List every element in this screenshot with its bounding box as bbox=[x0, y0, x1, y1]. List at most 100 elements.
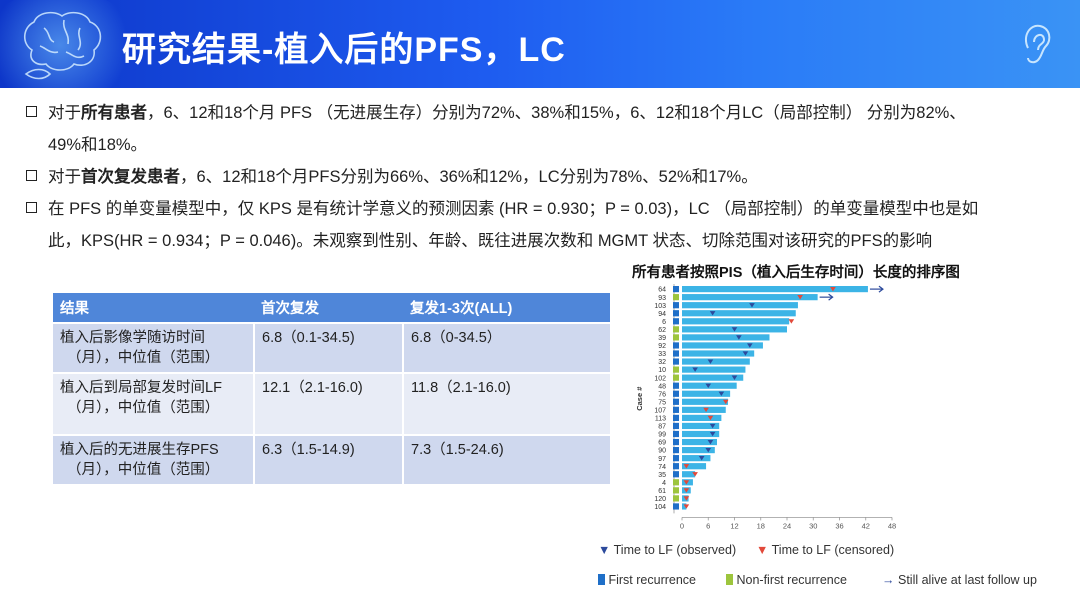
pis-bar bbox=[682, 430, 720, 438]
pis-bar bbox=[682, 422, 720, 430]
label-line: 植入后到局部复发时间LF bbox=[60, 380, 222, 396]
table-cell: 7.3（1.5-24.6) bbox=[402, 434, 610, 484]
recurrence-marker bbox=[673, 390, 679, 397]
y-tick-label: 99 bbox=[658, 432, 666, 439]
pis-bar bbox=[682, 366, 746, 373]
x-tick-label: 0 bbox=[680, 521, 684, 530]
lf-marker bbox=[707, 415, 714, 421]
recurrence-marker bbox=[673, 406, 679, 413]
label-line: （月），中位值（范围） bbox=[67, 350, 220, 366]
lf-marker bbox=[705, 448, 712, 453]
recurrence-marker bbox=[673, 382, 679, 389]
pis-bar bbox=[682, 302, 798, 309]
bullet-text: 对于 bbox=[48, 104, 81, 122]
alive-arrow-head bbox=[828, 293, 834, 301]
lf-marker bbox=[683, 504, 690, 509]
y-tick-label: 97 bbox=[658, 456, 666, 463]
pis-bar bbox=[682, 390, 731, 397]
bullet-text: 此，KPS(HR = 0.934；P = 0.046)。未观察到性别、年龄、既往… bbox=[48, 232, 933, 250]
y-tick-label: 75 bbox=[658, 399, 666, 406]
lf-marker bbox=[736, 335, 742, 340]
recurrence-marker bbox=[673, 463, 679, 470]
bullet-list: 对于所有患者，6、12和18个月 PFS （无进展生存）分别为72%、38%和1… bbox=[26, 97, 1066, 257]
table-cell: 11.8（2.1-16.0) bbox=[402, 372, 610, 435]
y-tick-label: 61 bbox=[658, 488, 666, 495]
x-tick-label: 12 bbox=[730, 521, 738, 530]
y-tick-label: 35 bbox=[658, 472, 666, 479]
pis-bar bbox=[682, 471, 696, 478]
lf-marker bbox=[705, 383, 712, 388]
y-tick-label: 6 bbox=[662, 319, 666, 326]
recurrence-marker bbox=[673, 479, 679, 486]
lf-marker bbox=[749, 303, 755, 308]
lf-marker bbox=[692, 472, 698, 477]
table-cell-label: 植入后到局部复发时间LF （月），中位值（范围） bbox=[53, 372, 254, 435]
label-line: 植入后影像学随访时间 bbox=[60, 330, 205, 346]
legend-label: Non-first recurrence bbox=[736, 573, 847, 587]
pis-bar bbox=[682, 374, 744, 381]
lf-marker bbox=[731, 327, 738, 332]
y-tick-label: 87 bbox=[658, 424, 666, 431]
pis-bar bbox=[682, 310, 796, 317]
triangle-down-icon: ▼ bbox=[756, 543, 769, 557]
lf-marker bbox=[718, 391, 725, 397]
pis-bar bbox=[682, 358, 750, 365]
table-cell: 6.8（0.1-34.5) bbox=[253, 322, 403, 373]
recurrence-marker bbox=[673, 398, 679, 405]
recurrence-marker bbox=[673, 455, 679, 462]
y-axis-label: Case # bbox=[635, 386, 644, 411]
lf-marker bbox=[683, 464, 690, 469]
green-square-icon bbox=[726, 574, 733, 585]
bullet-bold-text: 所有患者 bbox=[81, 104, 147, 122]
chart-title: 所有患者按照PIS（植入后生存时间）长度的排序图 bbox=[632, 265, 960, 281]
y-tick-label: 93 bbox=[658, 295, 666, 302]
table-cell: 6.8（0-34.5） bbox=[402, 322, 610, 373]
pis-bar bbox=[682, 286, 868, 293]
lf-marker bbox=[797, 295, 803, 300]
lf-marker bbox=[692, 367, 698, 372]
y-tick-label: 102 bbox=[654, 375, 666, 382]
recurrence-marker bbox=[673, 350, 679, 357]
bullet-text: ，6、12和18个月 PFS （无进展生存）分别为72%、38%和15%，6、1… bbox=[147, 104, 966, 122]
bullet-bold-text: 首次复发患者 bbox=[81, 168, 180, 186]
lf-marker bbox=[709, 423, 716, 429]
table-cell-label: 植入后影像学随访时间 （月），中位值（范围） bbox=[53, 322, 254, 373]
recurrence-marker bbox=[673, 366, 679, 373]
y-tick-label: 64 bbox=[658, 287, 666, 294]
checkbox-bullet-icon bbox=[26, 202, 37, 213]
lf-marker bbox=[788, 319, 795, 324]
arrow-right-icon: → bbox=[882, 573, 895, 587]
legend-observed: ▼ Time to LF (observed) bbox=[598, 543, 736, 557]
table-header-row: 结果 首次复发 复发1-3次(ALL) bbox=[53, 293, 610, 323]
y-tick-label: 74 bbox=[658, 464, 666, 471]
legend-nonfirst: Non-first recurrence bbox=[726, 573, 847, 587]
table-header-cell: 结果 bbox=[53, 293, 254, 323]
lf-marker bbox=[722, 399, 729, 405]
table-row: 植入后到局部复发时间LF （月），中位值（范围） 12.1（2.1-16.0) 1… bbox=[53, 372, 610, 435]
pis-bar bbox=[682, 455, 711, 462]
recurrence-marker bbox=[673, 374, 679, 381]
blue-square-icon bbox=[598, 574, 605, 585]
recurrence-marker bbox=[673, 342, 679, 349]
label-line: （月），中位值（范围） bbox=[67, 400, 220, 416]
x-tick-label: 6 bbox=[706, 521, 710, 530]
recurrence-marker bbox=[673, 414, 679, 421]
lf-marker bbox=[683, 488, 690, 493]
lf-marker bbox=[683, 496, 690, 501]
pis-bar bbox=[682, 447, 715, 454]
recurrence-marker bbox=[673, 430, 679, 438]
table-cell-label: 植入后的无进展生存PFS （月），中位值（范围） bbox=[53, 434, 254, 484]
checkbox-bullet-icon bbox=[26, 170, 37, 181]
y-tick-label: 104 bbox=[654, 504, 666, 511]
y-tick-label: 69 bbox=[658, 440, 666, 447]
lf-marker bbox=[707, 439, 714, 445]
bullet-text: 对于 bbox=[48, 168, 81, 186]
y-tick-label: 62 bbox=[658, 327, 666, 334]
y-tick-label: 103 bbox=[654, 303, 666, 310]
pis-bar bbox=[682, 438, 717, 446]
legend-alive: → Still alive at last follow up bbox=[882, 573, 1037, 587]
lf-marker bbox=[683, 480, 690, 485]
bullet-all-patients: 对于所有患者，6、12和18个月 PFS （无进展生存）分别为72%、38%和1… bbox=[26, 97, 1066, 161]
recurrence-marker bbox=[673, 438, 679, 446]
